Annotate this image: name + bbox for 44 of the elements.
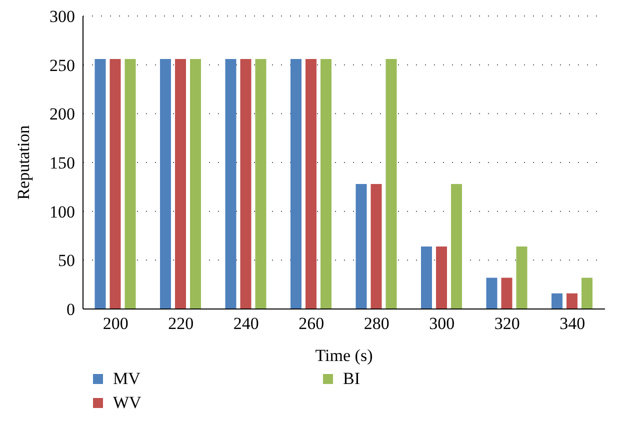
x-axis-title: Time (s) [315,346,373,365]
x-tick-label: 340 [560,314,586,334]
legend-label: MV [113,369,140,389]
bar [516,246,528,309]
bar [305,58,316,309]
bar [551,293,562,309]
x-tick-label: 320 [494,314,520,334]
bar [566,293,578,309]
y-tick-label: 250 [50,56,75,75]
x-tick-label: 220 [168,314,194,334]
x-tick-label: 280 [364,314,390,334]
x-tick-label: 200 [102,314,128,334]
legend-label: WV [113,393,142,413]
x-tick-label: 260 [298,314,324,334]
bar [581,278,592,309]
bar [386,58,397,309]
bar [290,58,302,309]
y-axis-title: Reputation [14,124,34,200]
bar [240,58,252,309]
bar [486,278,498,309]
legend-label: BI [343,369,360,389]
bar [436,246,447,309]
bar [225,58,236,309]
x-tick-label: 240 [233,314,259,334]
bar [124,58,136,309]
y-tick-label: 100 [50,202,75,222]
bar [420,246,432,309]
y-tick-label: 150 [50,154,75,173]
bar [94,58,106,309]
y-tick-label: 50 [58,251,75,270]
y-tick-label: 300 [50,7,75,26]
bar [160,58,171,309]
bar [174,58,186,309]
bar [356,184,367,309]
bar [320,58,332,309]
bar [190,58,201,309]
bar [110,58,121,309]
bar [501,278,512,309]
bar [370,184,382,309]
bar [255,58,266,309]
bar [450,184,462,309]
y-tick-label: 0 [66,300,75,320]
x-tick-label: 300 [429,314,455,334]
y-tick-label: 200 [50,104,75,124]
